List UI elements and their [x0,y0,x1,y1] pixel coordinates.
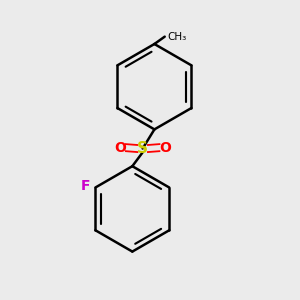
Text: CH₃: CH₃ [168,32,187,42]
Text: F: F [80,179,90,193]
Text: O: O [115,141,127,154]
Text: O: O [159,141,171,154]
Text: S: S [137,141,148,156]
